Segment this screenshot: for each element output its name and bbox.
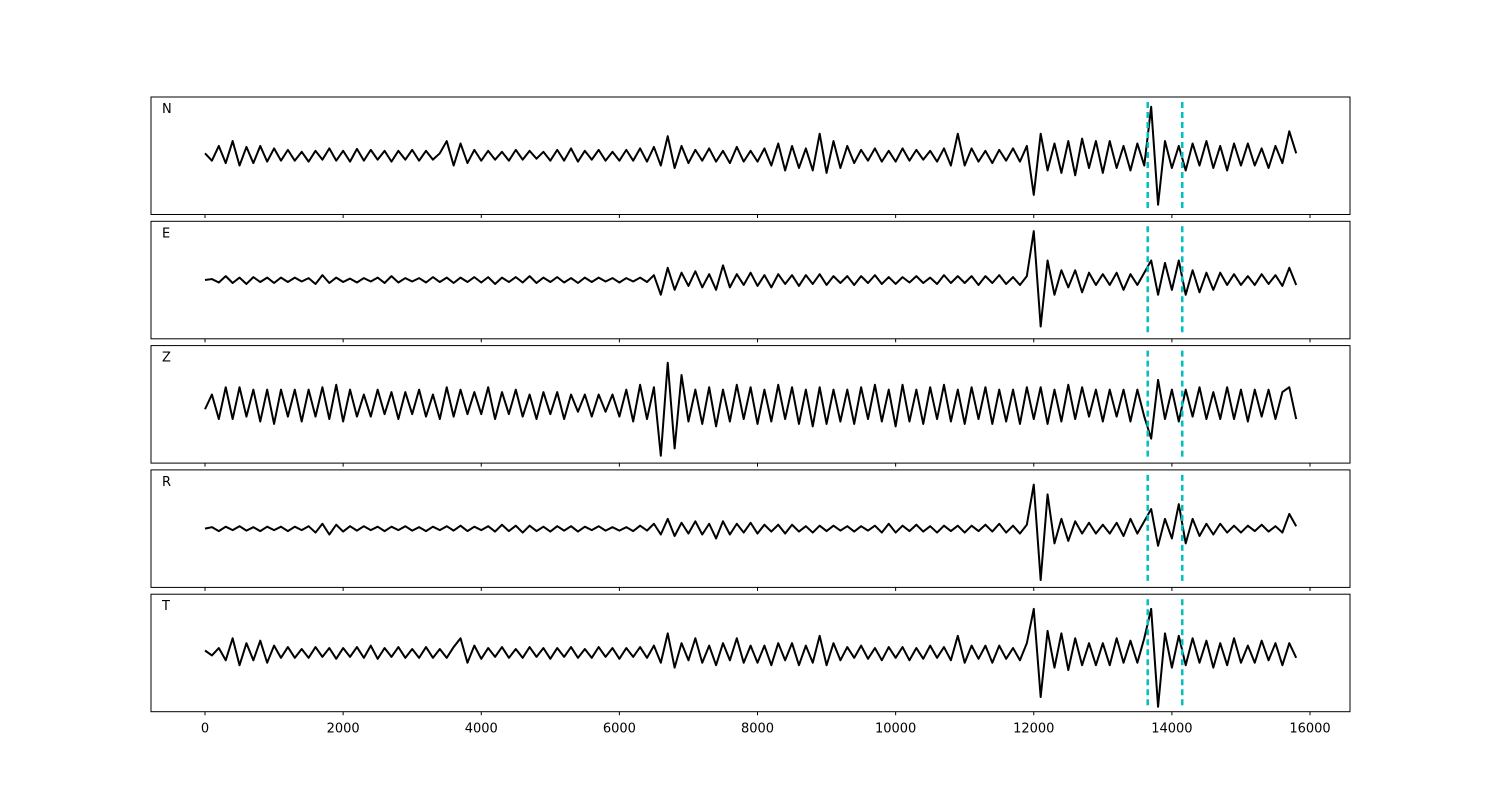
panel-frame [150, 345, 1351, 464]
x-tick-label: 4000 [465, 722, 498, 737]
panel-label: Z [162, 351, 171, 366]
panel-frame [150, 593, 1351, 713]
trace [204, 607, 1298, 708]
x-tick-label: 6000 [603, 722, 636, 737]
x-tick-label: 0 [201, 722, 209, 737]
panel-frame [150, 469, 1351, 588]
panel-label: N [162, 102, 172, 117]
panel-label: R [162, 475, 171, 490]
trace [204, 105, 1298, 206]
trace [204, 230, 1298, 328]
x-tick-label: 8000 [741, 722, 774, 737]
x-tick-label: 2000 [327, 722, 360, 737]
x-tick-label: 12000 [1013, 722, 1054, 737]
panel-label: E [162, 226, 170, 241]
x-tick-label: 10000 [875, 722, 916, 737]
trace [204, 483, 1298, 582]
x-tick-label: 16000 [1289, 722, 1330, 737]
trace [204, 361, 1298, 457]
panel-frame [150, 96, 1351, 215]
panel-frame [150, 220, 1351, 340]
x-tick-label: 14000 [1151, 722, 1192, 737]
panel-label: T [161, 599, 170, 614]
